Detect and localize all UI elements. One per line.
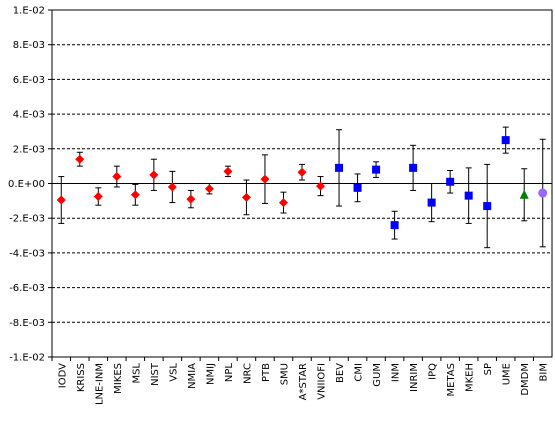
y-tick-label: 8.E-03: [13, 40, 45, 51]
data-point-bev: [335, 163, 344, 172]
x-category-label: KRISS: [76, 363, 87, 392]
data-point-mikes: [112, 172, 122, 182]
data-point-inm: [390, 221, 399, 230]
x-category-label: IPQ: [428, 363, 439, 380]
x-category-label: SMU: [279, 363, 290, 385]
x-category-label: INRIM: [409, 363, 420, 392]
data-point-inrim: [409, 163, 418, 172]
x-category-label: METAS: [446, 363, 457, 396]
x-category-label: MKEH: [465, 363, 476, 392]
data-point-npl: [223, 166, 233, 176]
data-point-iodv: [56, 195, 66, 205]
data-point-ptb: [260, 174, 270, 184]
x-category-label: BEV: [335, 363, 346, 383]
data-point-ume: [501, 136, 510, 145]
y-tick-label: 1.E-02: [13, 6, 45, 17]
data-point-nmij: [204, 184, 214, 194]
y-tick-label: 4.E-03: [13, 110, 45, 121]
x-category-label: NMIA: [187, 363, 198, 389]
data-point-metas: [446, 177, 455, 186]
x-category-label: MSL: [131, 363, 142, 384]
x-category-label: NPL: [224, 363, 235, 383]
data-point-sp: [483, 202, 492, 211]
data-point-mkeh: [464, 191, 473, 200]
data-point-bim: [538, 188, 548, 198]
y-tick-label: 0.E+00: [8, 179, 45, 190]
y-axis: 1.E-02 8.E-03 6.E-03 4.E-03 2.E-03 0.E+00 -2.E…: [8, 6, 52, 364]
x-category-label: PTB: [261, 363, 272, 382]
x-category-label: GUM: [372, 363, 383, 387]
x-category-label: NMIJ: [205, 363, 216, 385]
x-category-label: IODV: [57, 363, 68, 388]
data-point-kriss: [75, 154, 85, 164]
x-axis: IODV KRISS LNE-INM MIKES MSL NIST VSL NMIA NMIJ N…: [51, 357, 550, 405]
data-point-nist: [149, 170, 159, 180]
y-tick-label: -6.E-03: [9, 283, 45, 294]
y-tick-label: -2.E-03: [9, 214, 45, 225]
data-point-a-star: [297, 167, 307, 177]
y-tick-label: -8.E-03: [9, 318, 45, 329]
y-tick-label: -1.E-02: [9, 353, 45, 364]
x-category-label: INM: [391, 363, 402, 382]
data-point-nmia: [186, 194, 196, 204]
gridlines: [52, 9, 552, 323]
data-point-cmi: [353, 183, 362, 192]
x-category-label: NRC: [242, 363, 253, 384]
y-tick-label: -4.E-03: [9, 248, 45, 259]
data-point-ipq: [427, 198, 436, 207]
y-tick-label: 6.E-03: [13, 75, 45, 86]
data-markers: [56, 136, 548, 230]
data-point-vsl: [167, 182, 177, 192]
x-category-label: BIM: [539, 363, 550, 381]
x-category-label: UME: [502, 363, 513, 385]
data-point-gum: [372, 165, 381, 174]
x-category-label: VSL: [168, 363, 179, 382]
x-category-label: SP: [483, 363, 494, 375]
x-category-label: NIST: [150, 362, 161, 386]
data-point-dmdm: [519, 189, 529, 199]
x-category-label: A*STAR: [298, 363, 309, 400]
x-category-label: VNIIOFI: [317, 363, 328, 400]
data-point-msl: [130, 190, 140, 200]
data-point-lne-inm: [93, 192, 103, 202]
data-point-nrc: [241, 192, 251, 202]
data-point-vniiofi: [316, 181, 326, 191]
y-tick-label: 2.E-03: [13, 144, 45, 155]
data-point-smu: [278, 198, 288, 208]
x-category-label: CMI: [354, 363, 365, 382]
x-category-label: LNE-INM: [94, 363, 105, 405]
x-category-label: DMDM: [520, 363, 531, 396]
x-category-label: MIKES: [113, 363, 124, 394]
